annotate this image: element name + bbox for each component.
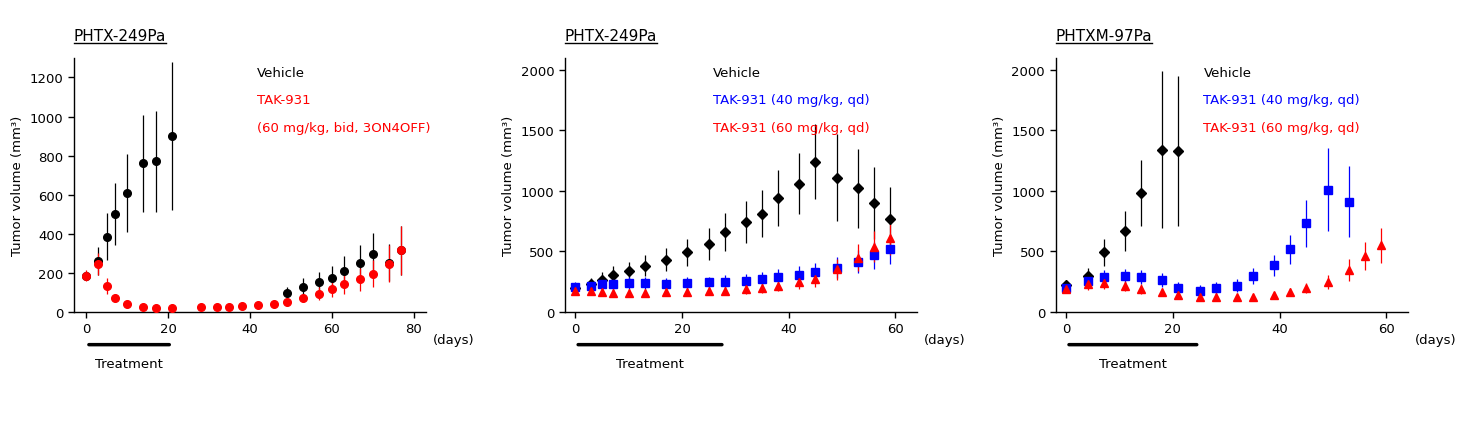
Y-axis label: Tumor volume (mm³): Tumor volume (mm³) <box>12 115 23 255</box>
Text: (days): (days) <box>433 333 474 347</box>
Text: Vehicle: Vehicle <box>257 66 305 80</box>
Text: Treatment: Treatment <box>616 357 684 371</box>
Text: (days): (days) <box>924 333 965 347</box>
Text: TAK-931 (60 mg/kg, qd): TAK-931 (60 mg/kg, qd) <box>713 122 868 135</box>
Text: Vehicle: Vehicle <box>1203 66 1251 80</box>
Text: TAK-931: TAK-931 <box>257 94 311 107</box>
Y-axis label: Tumor volume (mm³): Tumor volume (mm³) <box>993 115 1006 255</box>
Text: Treatment: Treatment <box>1099 357 1166 371</box>
Y-axis label: Tumor volume (mm³): Tumor volume (mm³) <box>502 115 515 255</box>
Text: TAK-931 (40 mg/kg, qd): TAK-931 (40 mg/kg, qd) <box>713 94 868 107</box>
Text: PHTX-249Pa: PHTX-249Pa <box>73 29 166 43</box>
Text: Treatment: Treatment <box>95 357 163 371</box>
Text: (60 mg/kg, bid, 3ON4OFF): (60 mg/kg, bid, 3ON4OFF) <box>257 122 430 135</box>
Text: Vehicle: Vehicle <box>713 66 760 80</box>
Text: PHTXM-97Pa: PHTXM-97Pa <box>1056 29 1152 43</box>
Text: TAK-931 (40 mg/kg, qd): TAK-931 (40 mg/kg, qd) <box>1203 94 1360 107</box>
Text: TAK-931 (60 mg/kg, qd): TAK-931 (60 mg/kg, qd) <box>1203 122 1360 135</box>
Text: PHTX-249Pa: PHTX-249Pa <box>565 29 657 43</box>
Text: (days): (days) <box>1414 333 1457 347</box>
